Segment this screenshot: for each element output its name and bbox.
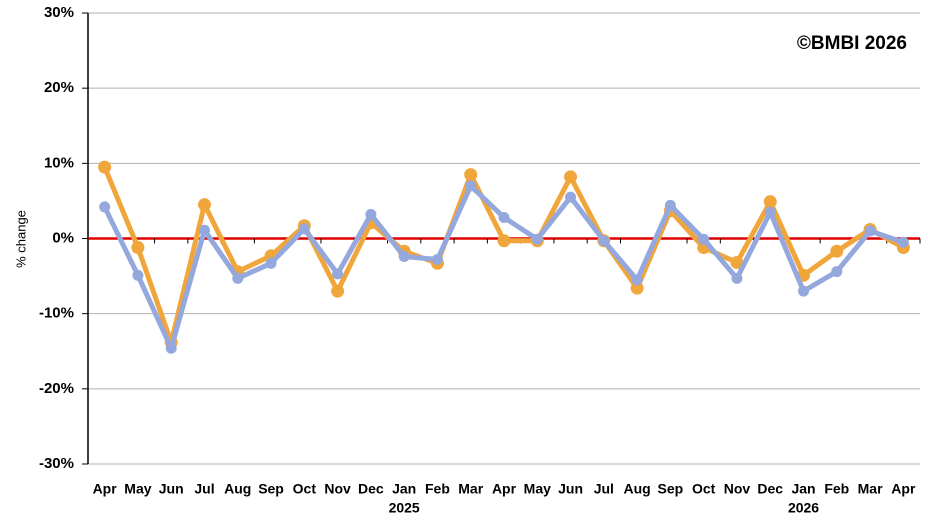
- x-tick-label: Jul: [594, 481, 614, 497]
- series-point: [132, 269, 144, 281]
- x-tick-label: Mar: [858, 481, 883, 497]
- series-point: [498, 211, 510, 223]
- series-point: [98, 160, 112, 174]
- x-tick-label: Oct: [692, 481, 716, 497]
- series-point: [631, 274, 643, 286]
- series-point: [332, 268, 344, 280]
- series-point: [830, 244, 844, 258]
- x-tick-label: Jan: [392, 481, 416, 497]
- x-tick-label: Nov: [724, 481, 751, 497]
- y-axis-label: % change: [13, 210, 28, 268]
- series-point: [465, 180, 477, 192]
- series-point: [630, 281, 644, 295]
- series-point: [365, 208, 377, 220]
- y-tick-label: 30%: [44, 4, 74, 21]
- series-point: [198, 224, 210, 236]
- x-tick-label: Jul: [194, 481, 214, 497]
- x-tick-label: Dec: [757, 481, 783, 497]
- series-point: [565, 191, 577, 203]
- series-line: [102, 166, 905, 345]
- y-tick-label: -10%: [39, 305, 74, 322]
- x-tick-label: Nov: [324, 481, 351, 497]
- series-point: [664, 199, 676, 211]
- y-tick-label: 20%: [44, 79, 74, 96]
- series-point: [398, 251, 410, 263]
- x-tick-label: Jan: [791, 481, 815, 497]
- x-tick-label: Jun: [558, 481, 583, 497]
- x-tick-label: Mar: [458, 481, 483, 497]
- series-point: [598, 235, 610, 247]
- x-tick-label: Sep: [258, 481, 284, 497]
- series-point: [731, 272, 743, 284]
- series-point: [764, 206, 776, 218]
- series-point: [232, 272, 244, 284]
- series-point: [331, 284, 345, 298]
- series-line: [102, 183, 905, 351]
- x-tick-label: Sep: [658, 481, 684, 497]
- series-point: [698, 233, 710, 245]
- x-tick-label: Jun: [159, 481, 184, 497]
- x-group-label: 2026: [788, 500, 819, 516]
- series-point: [99, 201, 111, 213]
- series-point: [798, 285, 810, 297]
- x-tick-label: Aug: [624, 481, 651, 497]
- x-tick-label: Aug: [224, 481, 251, 497]
- x-tick-label: Apr: [891, 481, 916, 497]
- x-tick-label: May: [524, 481, 551, 497]
- series-point: [265, 257, 277, 269]
- series-point: [897, 236, 909, 248]
- series-point: [730, 256, 744, 270]
- series-point: [197, 198, 211, 212]
- x-tick-label: Oct: [293, 481, 317, 497]
- x-tick-label: May: [124, 481, 151, 497]
- series-point: [298, 223, 310, 235]
- series-point: [864, 225, 876, 237]
- y-tick-label: 0%: [52, 229, 74, 246]
- series-point: [531, 233, 543, 245]
- y-tick-label: -20%: [39, 380, 74, 397]
- series-point: [464, 168, 478, 182]
- series-point: [831, 266, 843, 278]
- series-point: [763, 195, 777, 209]
- series-point: [431, 254, 443, 266]
- x-tick-label: Apr: [93, 481, 118, 497]
- x-tick-label: Apr: [492, 481, 517, 497]
- x-tick-label: Feb: [425, 481, 450, 497]
- series-point: [131, 241, 145, 255]
- y-tick-label: 10%: [44, 154, 74, 171]
- y-tick-label: -30%: [39, 455, 74, 472]
- series-point: [564, 170, 578, 184]
- x-tick-label: Feb: [824, 481, 849, 497]
- x-group-label: 2025: [389, 500, 420, 516]
- series-point: [165, 342, 177, 354]
- copyright: ©BMBI 2026: [797, 33, 907, 54]
- x-tick-label: Dec: [358, 481, 384, 497]
- series-point: [497, 234, 511, 248]
